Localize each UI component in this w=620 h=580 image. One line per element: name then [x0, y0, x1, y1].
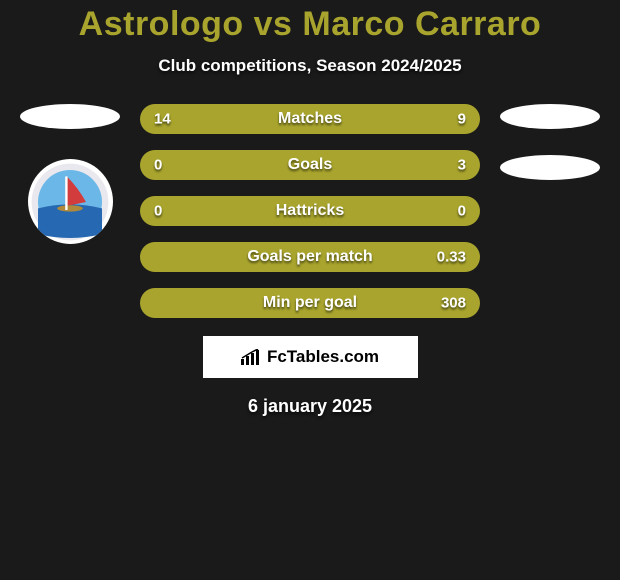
- stat-label: Min per goal: [263, 294, 357, 312]
- subtitle: Club competitions, Season 2024/2025: [0, 56, 620, 76]
- stat-label: Hattricks: [276, 202, 344, 220]
- stat-bar-hattricks: 0 Hattricks 0: [140, 196, 480, 226]
- stat-value-left: 0: [154, 203, 162, 220]
- stat-value-right: 0: [458, 203, 466, 220]
- left-flag-placeholder: [20, 104, 120, 129]
- left-player-column: [15, 104, 125, 244]
- stat-value-right: 308: [441, 295, 466, 312]
- stat-bars: 14 Matches 9 0 Goals 3 0 Hattricks 0 Goa…: [140, 104, 480, 318]
- stat-bar-matches: 14 Matches 9: [140, 104, 480, 134]
- stat-label: Matches: [278, 110, 342, 128]
- left-club-badge: [28, 159, 113, 244]
- stat-value-left: 14: [154, 111, 171, 128]
- snapshot-date: 6 january 2025: [0, 396, 620, 417]
- chart-icon: [241, 349, 261, 365]
- stat-value-left: 0: [154, 157, 162, 174]
- brand-text: FcTables.com: [267, 347, 379, 367]
- stat-value-right: 0.33: [437, 249, 466, 266]
- stat-value-right: 9: [458, 111, 466, 128]
- page-title: Astrologo vs Marco Carraro: [0, 5, 620, 44]
- comparison-widget: Astrologo vs Marco Carraro Club competit…: [0, 0, 620, 417]
- right-flag-placeholder-1: [500, 104, 600, 129]
- brand-badge: FcTables.com: [203, 336, 418, 378]
- stat-label: Goals: [288, 156, 332, 174]
- stat-value-right: 3: [458, 157, 466, 174]
- right-player-column: [495, 104, 605, 210]
- stat-label: Goals per match: [247, 248, 372, 266]
- content-row: 14 Matches 9 0 Goals 3 0 Hattricks 0 Goa…: [0, 104, 620, 318]
- right-flag-placeholder-2: [500, 155, 600, 180]
- club-badge-icon: [30, 162, 110, 242]
- stat-bar-min-per-goal: Min per goal 308: [140, 288, 480, 318]
- stat-bar-goals-per-match: Goals per match 0.33: [140, 242, 480, 272]
- stat-bar-goals: 0 Goals 3: [140, 150, 480, 180]
